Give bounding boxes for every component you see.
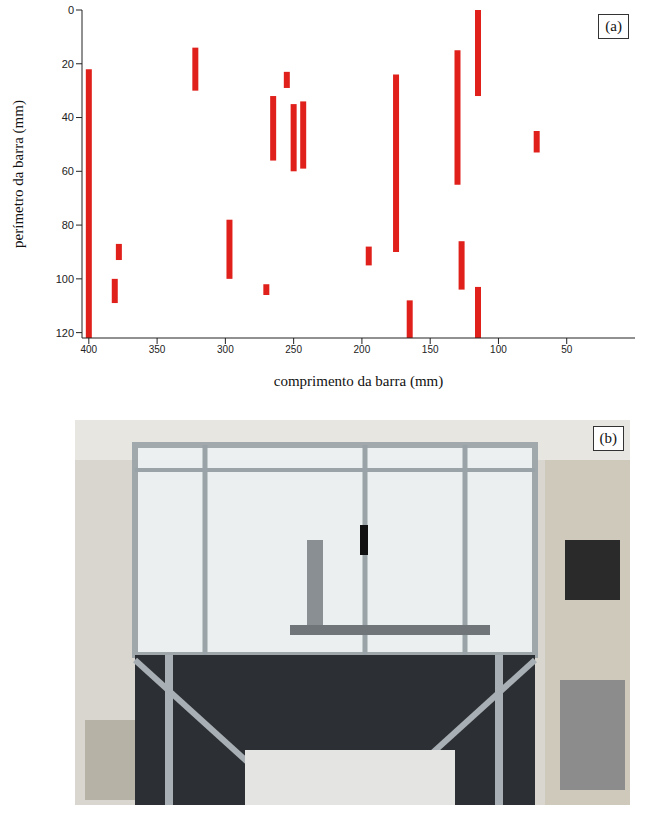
svg-text:200: 200 <box>354 344 371 355</box>
svg-text:100: 100 <box>56 273 74 285</box>
svg-text:50: 50 <box>561 344 573 355</box>
svg-text:60: 60 <box>62 165 74 177</box>
svg-text:perímetro da barra (mm): perímetro da barra (mm) <box>10 100 27 248</box>
svg-text:40: 40 <box>62 111 74 123</box>
html-text:(a): (a) <box>605 18 622 34</box>
svg-text:120: 120 <box>56 327 74 339</box>
svg-text:400: 400 <box>80 344 97 355</box>
html-text:(b): (b) <box>599 430 617 446</box>
svg-text:350: 350 <box>149 344 166 355</box>
svg-text:250: 250 <box>285 344 302 355</box>
svg-text:0: 0 <box>68 4 74 16</box>
svg-text:20: 20 <box>62 58 74 70</box>
svg-text:comprimento da barra (mm): comprimento da barra (mm) <box>274 373 444 390</box>
svg-text:80: 80 <box>62 219 74 231</box>
svg-text:150: 150 <box>422 344 439 355</box>
svg-text:100: 100 <box>490 344 507 355</box>
svg-text:300: 300 <box>217 344 234 355</box>
